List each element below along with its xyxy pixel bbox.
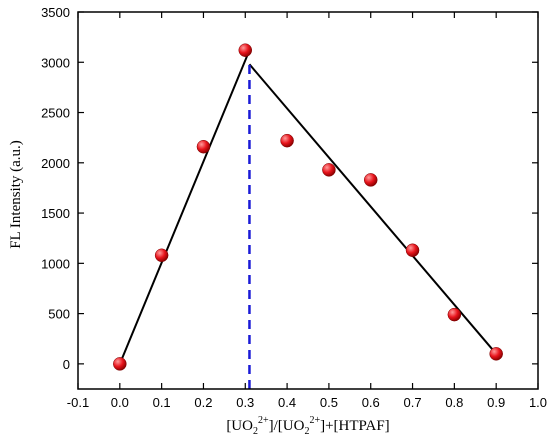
y-tick-label: 1500 — [41, 206, 70, 221]
x-tick-label: 0.2 — [194, 395, 212, 410]
data-point — [405, 243, 420, 258]
data-point — [196, 139, 211, 154]
data-point — [154, 248, 169, 263]
x-tick-label: 0.1 — [153, 395, 171, 410]
data-point — [447, 307, 462, 322]
y-tick-label: 3500 — [41, 5, 70, 20]
x-tick-label: 0.9 — [487, 395, 505, 410]
data-point — [322, 163, 336, 177]
x-tick-label: 0.4 — [278, 395, 296, 410]
fit-line — [118, 49, 251, 365]
y-tick-label: 2000 — [41, 156, 70, 171]
x-axis-title-sup: 2+ — [258, 415, 269, 426]
data-point — [363, 173, 378, 187]
data-point — [280, 133, 294, 148]
x-tick-label: 0.0 — [111, 395, 129, 410]
x-tick-label: 1.0 — [529, 395, 547, 410]
x-tick-label: 0.5 — [320, 395, 338, 410]
x-tick-label: 0.3 — [236, 395, 254, 410]
fit-lines — [118, 49, 497, 365]
y-tick-label: 0 — [63, 357, 70, 372]
plot-frame — [77, 11, 539, 390]
x-axis-title: [UO22+]/[UO22+]+[HTPAF] — [226, 415, 389, 437]
x-tick-label: 0.8 — [445, 395, 463, 410]
x-tick-label: 0.6 — [362, 395, 380, 410]
x-tick-label: 0.7 — [404, 395, 422, 410]
data-point — [489, 347, 503, 361]
x-axis-title-sub: 2 — [304, 426, 309, 437]
x-axis-title-sup: 2+ — [309, 415, 320, 426]
y-tick-label: 3000 — [41, 55, 70, 70]
y-tick-label: 500 — [48, 307, 70, 322]
x-axis-ticks: -0.1 0.0 0.1 0.2 0.3 0.4 0.5 0.6 0.7 0.8 0.9 1.0 — [67, 12, 547, 410]
data-points — [113, 43, 503, 371]
data-point — [238, 43, 253, 57]
x-axis-title-part: ]/[UO — [269, 418, 305, 434]
y-axis-title: FL Intensity (a.u.) — [8, 140, 24, 249]
y-tick-label: 2500 — [41, 106, 70, 121]
x-axis-title-sub: 2 — [253, 426, 258, 437]
fit-line — [248, 63, 497, 355]
x-tick-label: -0.1 — [67, 395, 89, 410]
y-tick-label: 1000 — [41, 256, 70, 271]
y-axis-ticks: 0 500 1000 1500 2000 2500 3000 3500 — [41, 5, 538, 372]
x-axis-title-part: [UO — [226, 418, 253, 434]
x-axis-title-part: ]+[HTPAF] — [320, 418, 390, 434]
data-point — [113, 357, 127, 371]
